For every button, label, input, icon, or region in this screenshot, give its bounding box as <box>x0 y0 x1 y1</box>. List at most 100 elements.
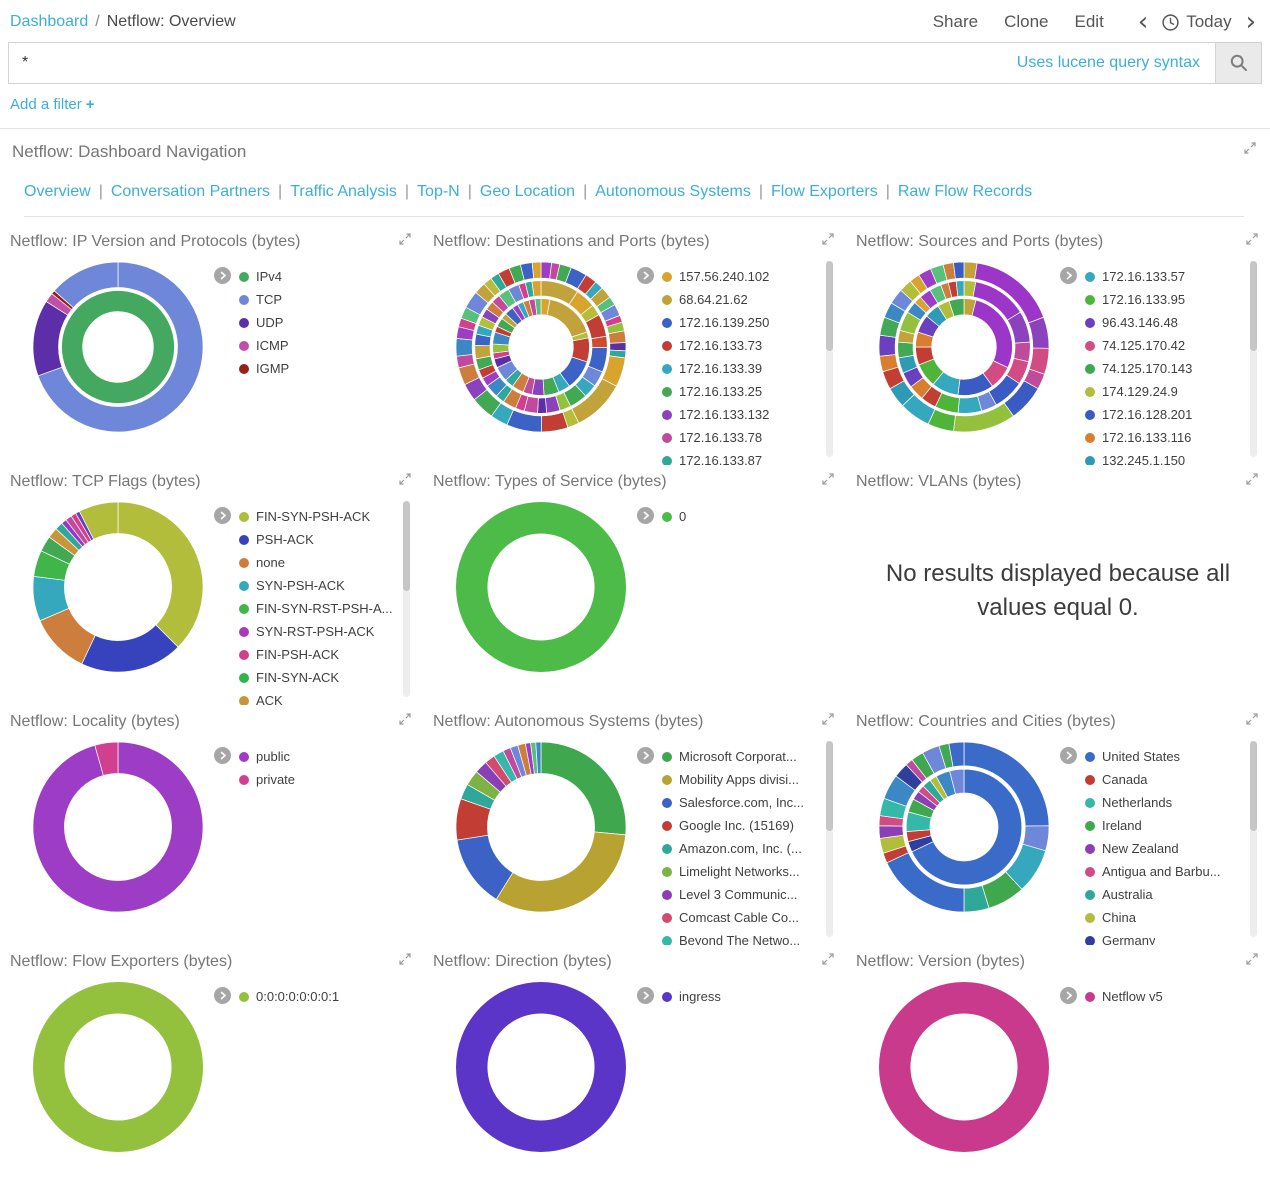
legend-item[interactable]: FIN-PSH-ACK <box>239 647 393 662</box>
legend-item[interactable]: 132.245.1.150 <box>1085 453 1192 465</box>
nav-link[interactable]: Autonomous Systems <box>595 183 751 200</box>
donut-segment[interactable] <box>897 341 915 359</box>
donut-segment[interactable] <box>495 831 627 913</box>
breadcrumb-dashboard-link[interactable]: Dashboard <box>10 13 89 30</box>
donut-svg[interactable] <box>874 977 1054 1157</box>
expand-icon[interactable] <box>399 953 411 965</box>
donut-svg[interactable] <box>451 977 631 1157</box>
legend-item[interactable]: ACK <box>239 693 393 705</box>
legend-item[interactable]: 0:0:0:0:0:0:0:1 <box>239 989 339 1004</box>
donut-segment[interactable] <box>37 261 204 433</box>
legend-item[interactable]: 172.16.139.250 <box>662 315 769 330</box>
legend-item[interactable]: 172.16.133.132 <box>662 407 769 422</box>
donut-svg[interactable] <box>28 977 208 1157</box>
donut-segment[interactable] <box>609 342 627 352</box>
legend-item[interactable]: ICMP <box>239 338 289 353</box>
donut-chart[interactable] <box>431 731 637 945</box>
donut-svg[interactable] <box>874 257 1054 437</box>
legend-item[interactable]: 174.129.24.9 <box>1085 384 1192 399</box>
expand-icon[interactable] <box>1244 142 1256 154</box>
nav-link[interactable]: Flow Exporters <box>771 183 878 200</box>
legend-item[interactable]: Ireland <box>1085 818 1221 833</box>
legend-item[interactable]: Germany <box>1085 933 1221 945</box>
expand-icon[interactable] <box>1246 713 1258 725</box>
search-input[interactable] <box>9 54 1017 72</box>
legend-item[interactable]: 157.56.240.102 <box>662 269 769 284</box>
donut-svg[interactable] <box>874 737 1054 917</box>
donut-chart[interactable] <box>8 491 214 705</box>
legend-item[interactable]: 172.16.133.87 <box>662 453 769 465</box>
legend-item[interactable]: Limelight Networks... <box>662 864 804 879</box>
donut-segment[interactable] <box>953 261 965 280</box>
legend-item[interactable]: FIN-SYN-PSH-ACK <box>239 509 393 524</box>
donut-segment[interactable] <box>540 741 627 836</box>
expand-icon[interactable] <box>822 713 834 725</box>
legend-toggle-icon[interactable] <box>637 267 654 284</box>
nav-link[interactable]: Raw Flow Records <box>897 183 1033 200</box>
donut-segment[interactable] <box>32 981 204 1153</box>
donut-segment[interactable] <box>534 298 542 316</box>
donut-segment[interactable] <box>948 741 965 768</box>
clone-button[interactable]: Clone <box>1004 12 1049 31</box>
legend-toggle-icon[interactable] <box>1060 987 1077 1004</box>
legend-item[interactable]: New Zealand <box>1085 841 1221 856</box>
legend-item[interactable]: China <box>1085 910 1221 925</box>
legend-toggle-icon[interactable] <box>637 507 654 524</box>
legend-item[interactable]: 74.125.170.143 <box>1085 361 1192 376</box>
donut-segment[interactable] <box>474 344 492 360</box>
legend-item[interactable]: Netflow v5 <box>1085 989 1163 1004</box>
legend-item[interactable]: Beyond The Netwo... <box>662 933 804 945</box>
time-prev-icon[interactable]: ‹ <box>1137 7 1149 37</box>
legend-item[interactable]: 0 <box>662 509 686 524</box>
donut-segment[interactable] <box>537 397 548 414</box>
legend-item[interactable]: IGMP <box>239 361 289 376</box>
donut-segment[interactable] <box>541 411 569 433</box>
legend-toggle-icon[interactable] <box>1060 747 1077 764</box>
legend-item[interactable]: UDP <box>239 315 289 330</box>
donut-chart[interactable] <box>854 251 1060 465</box>
legend-toggle-icon[interactable] <box>214 507 231 524</box>
donut-chart[interactable] <box>431 251 637 465</box>
legend-item[interactable]: 172.16.133.39 <box>662 361 769 376</box>
legend-item[interactable]: Level 3 Communic... <box>662 887 804 902</box>
legend-scrollbar[interactable] <box>1250 261 1257 457</box>
legend-toggle-icon[interactable] <box>637 747 654 764</box>
nav-link[interactable]: Geo Location <box>479 183 576 200</box>
donut-chart[interactable] <box>8 971 214 1157</box>
donut-chart[interactable] <box>431 491 637 677</box>
legend-item[interactable]: public <box>239 749 295 764</box>
legend-item[interactable]: United States <box>1085 749 1221 764</box>
donut-segment[interactable] <box>492 343 510 354</box>
legend-item[interactable]: 96.43.146.48 <box>1085 315 1192 330</box>
legend-item[interactable]: 172.16.133.95 <box>1085 292 1192 307</box>
donut-segment[interactable] <box>531 261 542 279</box>
donut-segment[interactable] <box>955 280 965 297</box>
donut-segment[interactable] <box>535 741 542 774</box>
time-next-icon[interactable]: › <box>1245 7 1256 37</box>
legend-item[interactable]: Antigua and Barbu... <box>1085 864 1221 879</box>
donut-segment[interactable] <box>878 334 897 357</box>
donut-segment[interactable] <box>78 501 119 540</box>
expand-icon[interactable] <box>399 473 411 485</box>
donut-segment[interactable] <box>455 338 473 357</box>
nav-link[interactable]: Top-N <box>417 183 460 200</box>
legend-item[interactable]: ingress <box>662 989 721 1004</box>
donut-segment[interactable] <box>117 501 204 648</box>
legend-item[interactable]: FIN-SYN-ACK <box>239 670 393 685</box>
legend-toggle-icon[interactable] <box>637 987 654 1004</box>
expand-icon[interactable] <box>399 713 411 725</box>
donut-segment[interactable] <box>531 280 542 297</box>
donut-chart[interactable] <box>8 731 214 917</box>
expand-icon[interactable] <box>1246 953 1258 965</box>
donut-segment[interactable] <box>957 395 983 414</box>
donut-segment[interactable] <box>948 298 965 317</box>
donut-segment[interactable] <box>455 981 627 1153</box>
legend-item[interactable]: Mobility Apps divisi... <box>662 772 804 787</box>
expand-icon[interactable] <box>1246 473 1258 485</box>
legend-toggle-icon[interactable] <box>214 987 231 1004</box>
expand-icon[interactable] <box>1246 233 1258 245</box>
legend-item[interactable]: Comcast Cable Co... <box>662 910 804 925</box>
lucene-syntax-link[interactable]: Uses lucene query syntax <box>1016 54 1200 71</box>
legend-item[interactable]: private <box>239 772 295 787</box>
expand-icon[interactable] <box>822 233 834 245</box>
